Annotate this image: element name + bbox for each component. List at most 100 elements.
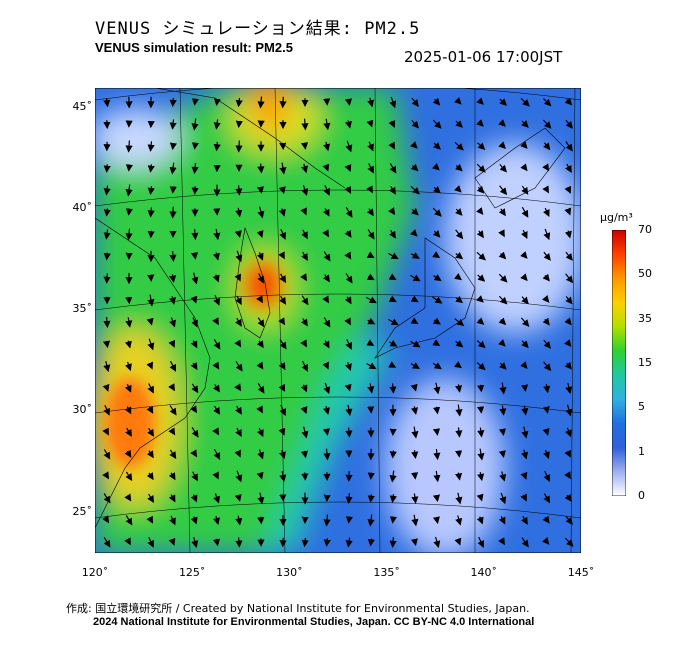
wind-arrow xyxy=(190,362,198,371)
wind-arrow xyxy=(564,230,572,239)
wind-arrow xyxy=(411,514,419,527)
wind-arrow xyxy=(432,97,441,106)
colorbar-unit: µg/m³ xyxy=(600,211,633,224)
wind-arrow xyxy=(455,515,463,526)
wind-arrow xyxy=(411,450,419,459)
wind-arrow xyxy=(235,120,243,129)
wind-arrow xyxy=(454,361,462,369)
colorbar-tick-5: 5 xyxy=(638,400,645,414)
wind-arrow xyxy=(169,162,177,175)
wind-arrow xyxy=(235,317,242,327)
wind-arrow xyxy=(432,428,441,436)
wind-arrow xyxy=(102,515,110,524)
wind-arrow xyxy=(432,251,441,259)
wind-arrow xyxy=(389,450,397,459)
wind-arrow xyxy=(190,449,198,458)
wind-arrow xyxy=(256,405,263,414)
pm25-field-white-pacific xyxy=(385,378,505,553)
wind-arrow xyxy=(410,340,421,348)
wind-arrow xyxy=(322,340,330,349)
wind-arrow xyxy=(389,470,397,483)
wind-arrow xyxy=(256,186,265,194)
wind-arrow xyxy=(345,140,353,153)
wind-arrow xyxy=(454,163,463,172)
wind-arrow xyxy=(477,448,485,461)
wind-arrow xyxy=(477,536,485,548)
wind-arrow xyxy=(235,97,243,108)
wind-arrow xyxy=(103,97,111,108)
wind-arrow xyxy=(367,163,374,174)
wind-arrow xyxy=(366,339,375,346)
wind-arrow xyxy=(323,118,331,131)
wind-arrow xyxy=(433,449,441,461)
wind-arrow xyxy=(124,493,132,502)
wind-arrow xyxy=(498,428,506,436)
wind-arrow xyxy=(411,406,419,415)
wind-arrow xyxy=(543,98,552,107)
wind-arrow xyxy=(278,362,286,371)
wind-arrow xyxy=(433,185,441,194)
wind-arrow xyxy=(542,406,550,414)
wind-arrow xyxy=(322,274,330,283)
wind-arrow xyxy=(322,163,330,172)
wind-arrow xyxy=(234,383,242,392)
lon-label-130: 130˚ xyxy=(276,566,303,579)
wind-arrow xyxy=(235,207,243,218)
wind-arrow xyxy=(190,405,198,414)
wind-arrow xyxy=(169,251,177,262)
wind-arrow xyxy=(542,273,550,282)
wind-arrow xyxy=(410,295,419,303)
wind-arrow xyxy=(411,120,419,129)
wind-arrow xyxy=(213,98,222,106)
wind-arrow xyxy=(103,252,111,261)
wind-arrow xyxy=(498,141,506,149)
wind-arrow xyxy=(565,427,572,438)
wind-arrow xyxy=(344,317,351,326)
wind-arrow xyxy=(455,340,464,348)
wind-arrow xyxy=(565,404,573,417)
lon-label-140: 140˚ xyxy=(470,566,498,579)
wind-arrow xyxy=(543,449,550,460)
wind-arrow xyxy=(322,428,330,436)
wind-arrow xyxy=(433,470,441,483)
wind-arrow xyxy=(168,339,176,348)
lat-label-35: 35˚ xyxy=(72,302,93,316)
wind-arrow xyxy=(542,317,550,326)
wind-arrow xyxy=(521,340,529,349)
wind-arrow xyxy=(499,471,507,482)
lon-label-120: 120˚ xyxy=(81,566,109,579)
wind-arrow xyxy=(279,228,286,240)
wind-arrow xyxy=(279,295,287,305)
wind-arrow xyxy=(300,384,308,393)
wind-arrow xyxy=(564,207,572,216)
wind-arrow xyxy=(168,472,176,481)
wind-arrow xyxy=(191,537,199,548)
wind-arrow xyxy=(366,251,375,259)
wind-arrow xyxy=(388,273,397,281)
wind-arrow xyxy=(146,472,154,481)
wind-arrow xyxy=(564,339,572,347)
wind-arrow xyxy=(455,384,463,393)
wind-arrow xyxy=(389,185,396,195)
wind-arrow xyxy=(345,404,353,417)
wind-arrow xyxy=(565,251,573,261)
wind-arrow xyxy=(433,142,441,150)
wind-arrow xyxy=(520,471,528,480)
wind-arrow xyxy=(498,317,507,326)
wind-arrow xyxy=(345,273,353,284)
wind-arrow xyxy=(300,450,308,459)
wind-arrow xyxy=(301,229,308,240)
wind-arrow xyxy=(410,185,420,195)
wind-arrow xyxy=(147,164,155,173)
wind-arrow xyxy=(476,163,486,173)
wind-arrow xyxy=(278,251,285,260)
wind-arrow xyxy=(389,383,397,394)
wind-arrow xyxy=(433,382,441,395)
wind-arrow xyxy=(498,208,506,217)
wind-arrow xyxy=(432,362,442,370)
lat-label-45: 45˚ xyxy=(72,100,93,114)
wind-arrow xyxy=(102,427,109,436)
wind-arrow xyxy=(125,164,133,172)
wind-arrow xyxy=(366,208,374,217)
wind-arrow xyxy=(102,471,110,480)
